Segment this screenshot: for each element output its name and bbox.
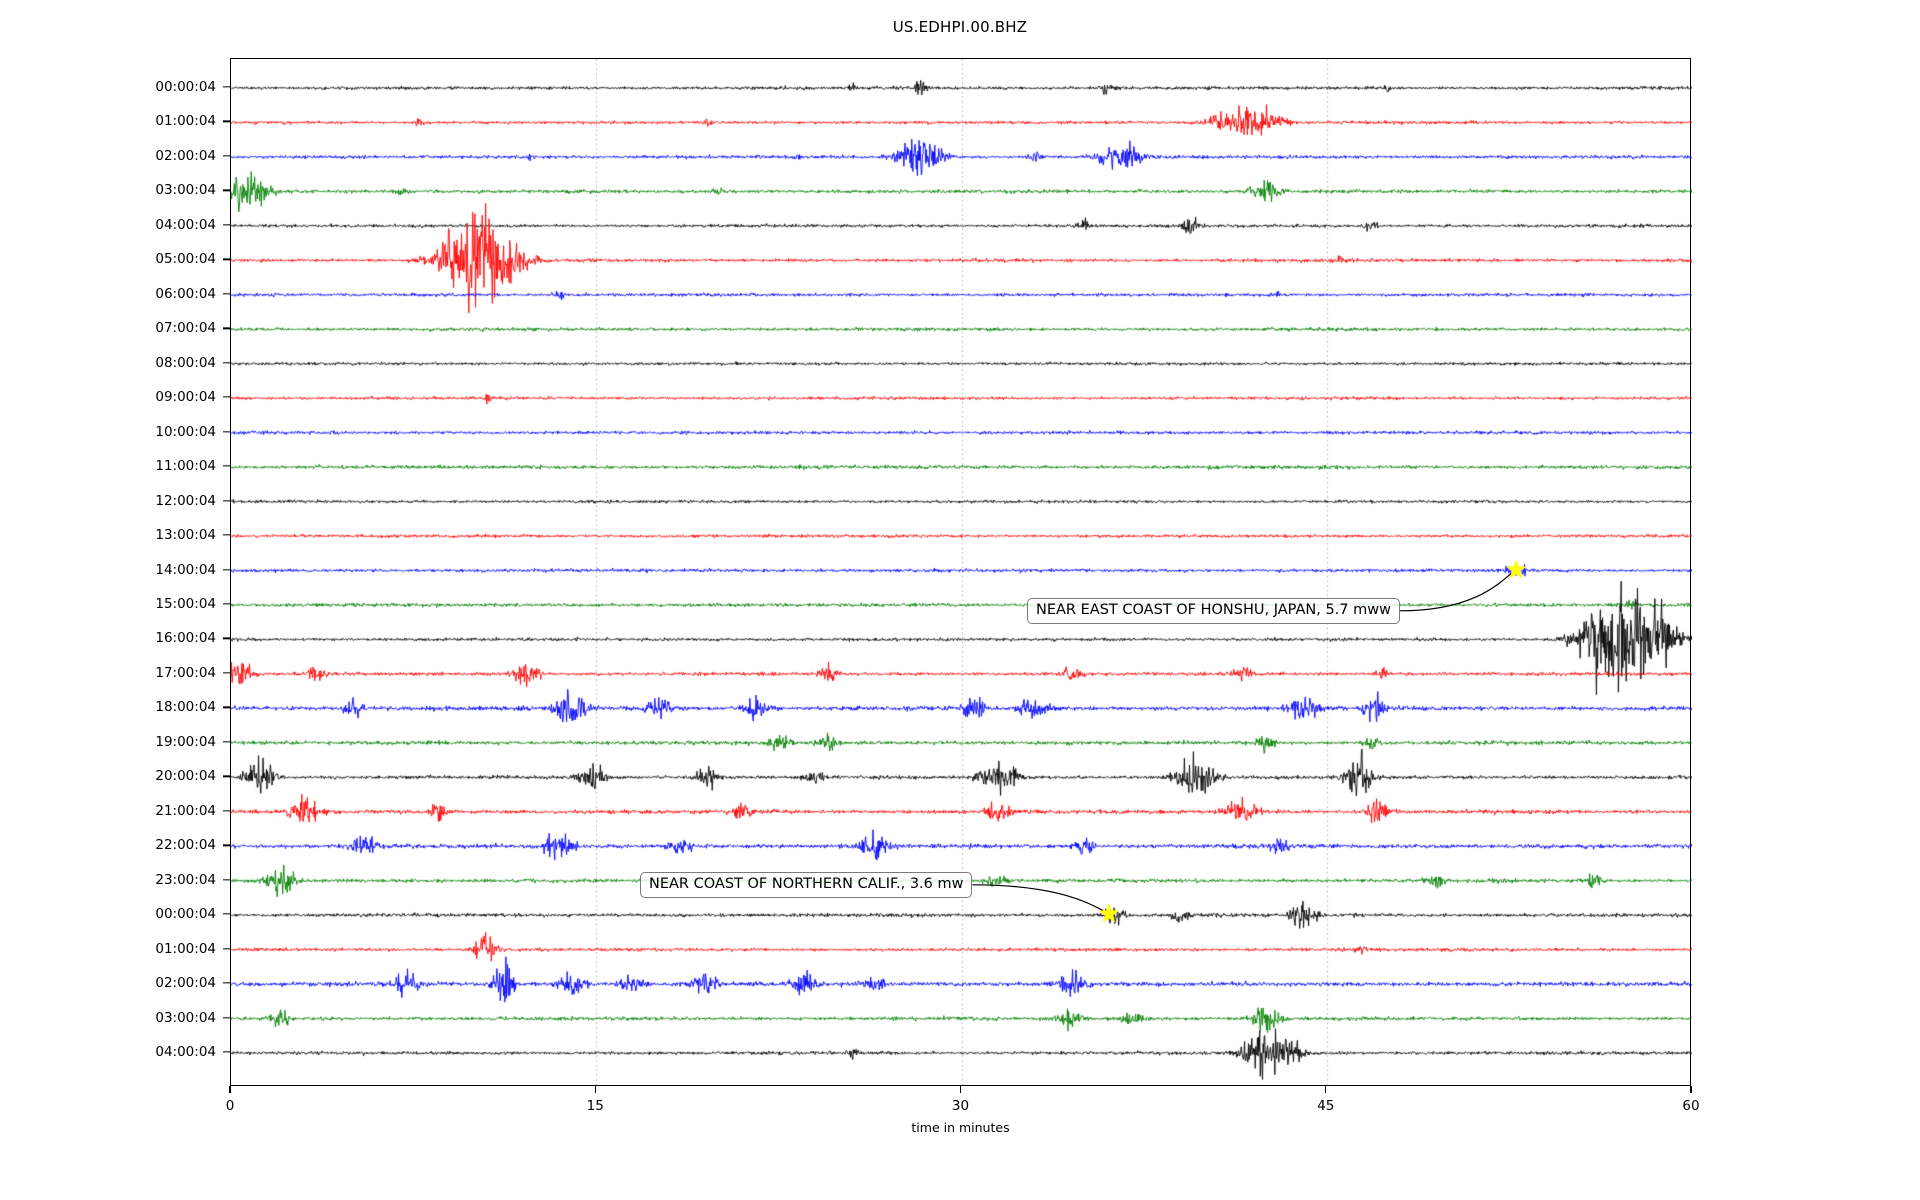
y-tick-mark (223, 982, 230, 984)
y-tick-mark (223, 879, 230, 881)
y-tick-label: 21:00:04 (155, 802, 216, 819)
y-tick-mark (223, 86, 230, 88)
x-tick-label: 15 (586, 1098, 604, 1114)
y-tick-mark (223, 362, 230, 364)
y-tick-mark (223, 327, 230, 329)
y-tick-mark (223, 430, 230, 433)
seismogram-traces-canvas (231, 59, 1692, 1087)
y-tick-label: 19:00:04 (155, 733, 216, 750)
y-tick-mark (223, 224, 230, 226)
y-tick-label: 01:00:04 (155, 940, 216, 957)
y-tick-label: 08:00:04 (155, 354, 216, 371)
y-tick-label: 11:00:04 (155, 458, 216, 475)
y-tick-label: 12:00:04 (155, 492, 216, 509)
y-tick-mark (223, 155, 230, 157)
y-tick-mark (223, 706, 230, 708)
x-tick-mark (1690, 1086, 1692, 1093)
event-star-marker (1098, 903, 1120, 923)
y-tick-label: 02:00:04 (155, 147, 216, 164)
y-tick-label: 04:00:04 (155, 1044, 216, 1060)
y-tick-label: 15:00:04 (155, 595, 216, 612)
x-tick-label: 60 (1682, 1098, 1700, 1114)
y-tick-label: 09:00:04 (155, 389, 216, 406)
y-tick-mark (223, 534, 230, 536)
y-tick-mark (223, 1051, 230, 1053)
y-tick-mark (223, 258, 230, 260)
y-tick-mark (223, 1016, 230, 1019)
y-tick-mark (223, 810, 230, 812)
y-tick-label: 05:00:04 (155, 251, 216, 268)
y-tick-label: 06:00:04 (155, 285, 216, 302)
y-tick-label: 16:00:04 (155, 630, 216, 647)
y-tick-label: 02:00:04 (155, 975, 216, 992)
event-star-marker (1505, 558, 1526, 579)
y-tick-mark (223, 637, 230, 640)
y-tick-mark (223, 568, 230, 571)
y-tick-mark (223, 499, 230, 502)
x-tick-label: 30 (951, 1098, 970, 1114)
y-tick-label: 18:00:04 (155, 699, 216, 716)
y-tick-mark (223, 913, 230, 915)
trace-canvas-holder (231, 59, 1692, 1087)
plot-axes-frame (230, 58, 1692, 1087)
y-tick-label: 04:00:04 (155, 216, 216, 233)
x-tick-mark (959, 1086, 962, 1093)
y-tick-mark (223, 465, 230, 467)
y-tick-label: 10:00:04 (155, 423, 216, 440)
y-tick-mark (223, 844, 230, 846)
x-axis-title: time in minutes (911, 1120, 1010, 1135)
x-tick-mark (1325, 1086, 1327, 1093)
y-tick-label: 14:00:04 (155, 561, 216, 578)
event-annotation-label: NEAR COAST OF NORTHERN CALIF., 3.6 mw (640, 872, 973, 898)
y-tick-label: 03:00:04 (155, 1009, 216, 1026)
y-tick-label: 20:00:04 (155, 768, 216, 785)
y-tick-label: 00:00:04 (155, 79, 216, 95)
y-tick-mark (223, 741, 230, 743)
y-tick-mark (223, 120, 230, 123)
y-tick-label: 23:00:04 (155, 871, 216, 888)
x-tick-mark (229, 1086, 231, 1093)
y-tick-label: 13:00:04 (155, 527, 216, 544)
page-title: US.EDHPI.00.BHZ (892, 18, 1028, 36)
x-tick-label: 45 (1317, 1098, 1335, 1114)
y-tick-label: 07:00:04 (155, 320, 216, 337)
y-tick-mark (223, 775, 230, 777)
event-annotation-label: NEAR EAST COAST OF HONSHU, JAPAN, 5.7 mw… (1027, 598, 1400, 624)
y-tick-mark (223, 189, 230, 192)
y-tick-mark (223, 396, 230, 398)
y-tick-mark (223, 293, 230, 295)
x-tick-label: 0 (225, 1098, 235, 1114)
y-tick-mark (223, 947, 230, 950)
y-tick-label: 03:00:04 (155, 182, 216, 199)
y-tick-mark (223, 603, 230, 605)
y-tick-label: 22:00:04 (155, 837, 216, 854)
y-tick-label: 00:00:04 (155, 906, 216, 923)
x-tick-mark (594, 1086, 596, 1093)
y-tick-label: 17:00:04 (155, 664, 216, 681)
y-tick-label: 01:00:04 (155, 113, 216, 130)
y-tick-mark (223, 672, 230, 674)
